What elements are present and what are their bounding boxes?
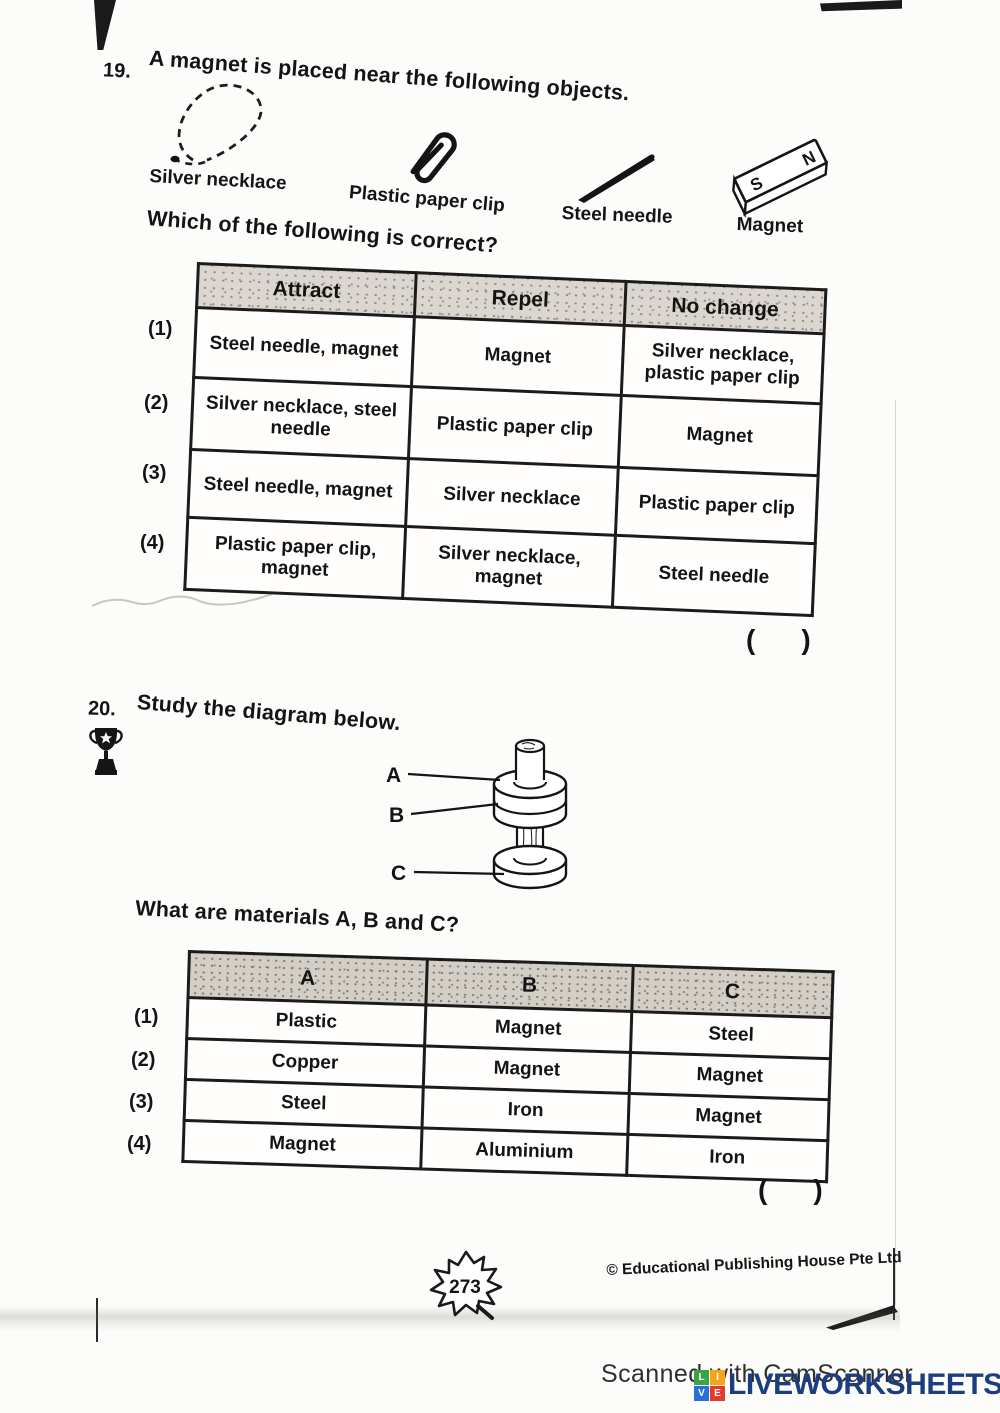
q19-table-wrap: Attract Repel No change Steel needle, ma…	[183, 262, 828, 618]
page-edge-right-bottom	[893, 1248, 895, 1320]
table-cell: Magnet	[423, 1045, 631, 1094]
paperclip-label: Plastic paper clip	[348, 182, 506, 217]
q20-option-2: (2)	[131, 1049, 156, 1071]
page-number-leaf-icon: 273	[429, 1250, 503, 1320]
paperclip-icon	[410, 132, 457, 184]
q19-option-2: (2)	[144, 392, 169, 414]
close-bracket: )	[801, 624, 811, 655]
q19-option-1: (1)	[148, 318, 173, 340]
camscanner-watermark: Scanned with CamScanner	[601, 1360, 914, 1388]
q19-number: 19.	[102, 59, 132, 83]
table-cell: Magnet	[627, 1093, 830, 1141]
q19-option-3: (3)	[142, 462, 167, 484]
logo-square-e: E	[710, 1385, 725, 1401]
scan-mark-top-right	[820, 0, 902, 12]
needle-icon	[578, 154, 655, 203]
q20-header-c: C	[631, 965, 834, 1018]
q20-table-wrap: A B C Plastic Magnet Steel Copper Magnet…	[181, 950, 835, 1184]
open-bracket: (	[758, 1174, 768, 1205]
table-cell: Iron	[422, 1086, 630, 1135]
logo-square-v: V	[694, 1385, 709, 1401]
q19-option-4: (4)	[140, 532, 165, 554]
q20-option-4: (4)	[127, 1133, 152, 1155]
diagram-label-c: C	[391, 862, 406, 885]
page-edge-right	[895, 400, 896, 1305]
table-cell: Magnet	[411, 316, 625, 396]
table-cell: Magnet	[629, 1052, 831, 1100]
open-bracket: (	[746, 624, 756, 655]
table-cell: Steel needle, magnet	[193, 307, 415, 387]
q19-question: Which of the following is correct?	[146, 206, 499, 258]
magnet-icon: S N	[732, 138, 829, 218]
q20-table: A B C Plastic Magnet Steel Copper Magnet…	[181, 950, 835, 1184]
q20-answer-brackets: ( )	[758, 1174, 823, 1206]
copyright-line: © Educational Publishing House Pte Ltd	[606, 1249, 903, 1279]
liveworksheets-logo[interactable]: L I V E LIVEWORKSHEETS	[694, 1368, 1000, 1402]
q20-number: 20.	[87, 697, 117, 721]
page-edge-left-bottom	[96, 1298, 98, 1342]
ring-magnet-diagram: A B C	[386, 738, 568, 890]
table-cell: Plastic paper clip, magnet	[184, 517, 406, 599]
q20-header-b: B	[425, 959, 634, 1012]
paper-tear-mark	[91, 593, 273, 607]
diagram-label-b: B	[389, 804, 404, 827]
q19-answer-brackets: ( )	[746, 624, 811, 656]
logo-square-l: L	[694, 1369, 709, 1385]
page-number: 273	[449, 1277, 481, 1298]
trophy-icon	[89, 728, 123, 775]
table-cell: Magnet	[182, 1120, 423, 1169]
q19-table: Attract Repel No change Steel needle, ma…	[183, 262, 828, 618]
q20-option-3: (3)	[129, 1091, 154, 1113]
page-bottom-shadow	[0, 1306, 900, 1332]
table-cell: Silver necklace, magnet	[402, 526, 616, 608]
table-cell: Silver necklace, steel needle	[190, 377, 412, 459]
q20-option-1: (1)	[134, 1006, 159, 1028]
table-cell: Steel needle, magnet	[187, 449, 409, 527]
silver-necklace-icon	[170, 83, 263, 166]
table-cell: Steel	[630, 1011, 832, 1059]
close-bracket: )	[813, 1174, 823, 1205]
table-cell: Silver necklace	[405, 458, 619, 536]
table-cell: Plastic paper clip	[408, 386, 622, 468]
magnet-label: Magnet	[736, 214, 804, 238]
liveworksheets-logo-text: LIVEWORKSHEETS	[728, 1368, 1000, 1401]
needle-label: Steel needle	[561, 203, 673, 228]
table-cell: Aluminium	[420, 1127, 628, 1176]
table-cell: Magnet	[618, 395, 822, 476]
scan-fold-mark-top-left	[94, 0, 116, 50]
liveworksheets-logo-squares: L I V E	[694, 1369, 725, 1401]
table-cell: Steel needle	[612, 535, 816, 616]
logo-square-i: I	[710, 1369, 725, 1385]
table-cell: Plastic paper clip	[615, 467, 819, 544]
q20-prompt: Study the diagram below.	[136, 690, 402, 736]
diagram-label-a: A	[386, 764, 401, 787]
table-cell: Silver necklace, plastic paper clip	[621, 325, 825, 404]
q20-header-a: A	[188, 951, 428, 1005]
table-cell: Magnet	[424, 1004, 632, 1053]
